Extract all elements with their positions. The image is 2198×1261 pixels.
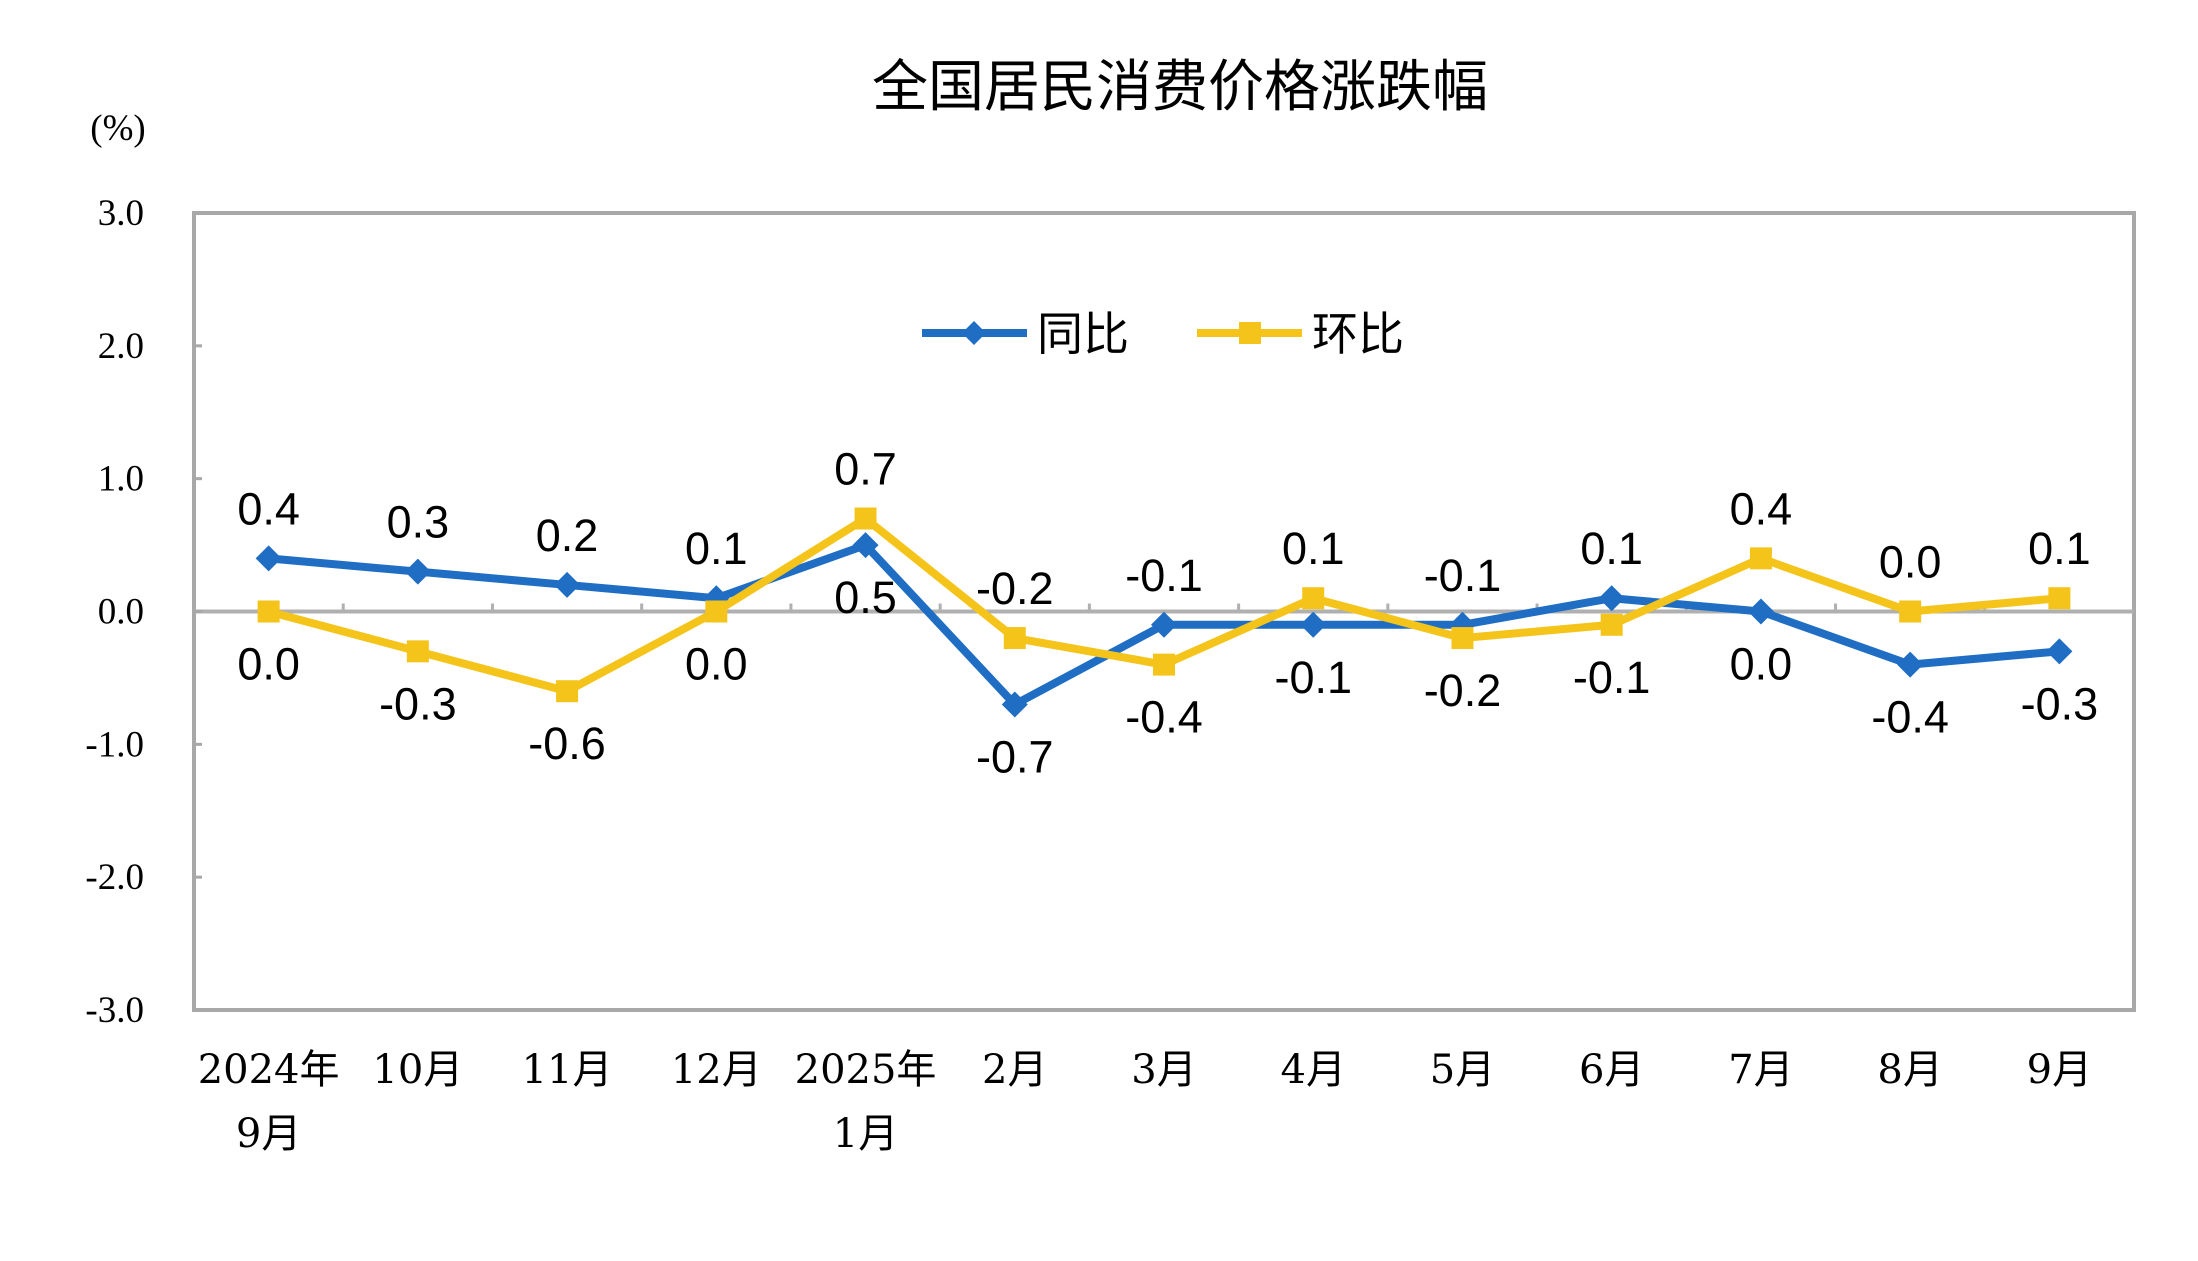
data-point-yoy — [1300, 611, 1327, 638]
data-point-mom — [1153, 653, 1175, 676]
data-point-yoy — [2046, 638, 2073, 665]
data-point-yoy — [852, 532, 879, 559]
data-label: 0.0 — [1730, 639, 1793, 690]
y-tick-label: 3.0 — [98, 193, 144, 234]
data-label: -0.1 — [1125, 550, 1203, 601]
data-label: 0.1 — [2028, 523, 2091, 574]
data-label: -0.1 — [1424, 550, 1502, 601]
data-label: 0.1 — [685, 523, 748, 574]
data-label: 0.1 — [1282, 523, 1345, 574]
data-point-yoy — [1151, 611, 1177, 638]
chart-title: 全国居民消费价格涨跌幅 — [872, 55, 1488, 120]
legend-label: 同比 — [1037, 307, 1129, 361]
data-label: 0.0 — [1879, 537, 1942, 588]
x-tick-label: 11月 — [522, 1047, 613, 1093]
legend-marker-diamond — [962, 321, 986, 345]
y-tick-label: -3.0 — [85, 990, 144, 1031]
x-tick-label: 4月 — [1281, 1047, 1346, 1093]
data-point-mom — [705, 600, 728, 623]
x-tick-label: 12月 — [671, 1047, 762, 1093]
data-label: 0.7 — [834, 444, 897, 495]
data-label: 0.4 — [237, 483, 300, 534]
data-point-mom — [257, 600, 280, 623]
data-point-mom — [854, 507, 877, 530]
data-label: -0.1 — [1274, 652, 1352, 703]
data-label: -0.3 — [379, 678, 457, 729]
legend-label: 环比 — [1312, 307, 1404, 361]
legend-marker-square — [1239, 322, 1261, 344]
x-tick-label: 2024年 — [198, 1047, 340, 1093]
data-label: 0.5 — [834, 572, 897, 623]
data-point-mom — [1899, 600, 1922, 623]
data-point-mom — [1003, 627, 1026, 650]
x-tick-label: 8月 — [1877, 1047, 1942, 1093]
data-label: -0.2 — [1424, 665, 1502, 716]
data-point-yoy — [1598, 585, 1625, 612]
data-label: 0.2 — [536, 510, 599, 561]
x-tick-label: 2月 — [982, 1047, 1047, 1093]
data-label: -0.3 — [2021, 678, 2099, 729]
y-tick-label: -2.0 — [85, 857, 144, 898]
data-label: -0.7 — [976, 731, 1054, 782]
data-point-yoy — [1001, 691, 1028, 718]
x-tick-label: 9月 — [236, 1111, 301, 1157]
data-point-mom — [1302, 587, 1325, 610]
data-label: -0.4 — [1871, 692, 1949, 743]
data-label: -0.6 — [528, 718, 606, 769]
y-tick-label: 1.0 — [98, 459, 144, 500]
data-label: -0.1 — [1573, 652, 1651, 703]
data-point-mom — [1600, 613, 1623, 636]
data-point-mom — [1451, 627, 1474, 650]
y-axis-unit: (%) — [90, 108, 145, 149]
x-tick-label: 1月 — [833, 1111, 898, 1157]
x-tick-label: 9月 — [2027, 1047, 2092, 1093]
data-label: 0.0 — [237, 639, 300, 690]
x-tick-label: 7月 — [1728, 1047, 1793, 1093]
x-tick-label: 5月 — [1430, 1047, 1495, 1093]
data-point-yoy — [1747, 598, 1774, 625]
x-tick-label: 3月 — [1131, 1047, 1196, 1093]
data-label: 0.0 — [685, 639, 748, 690]
data-label: -0.2 — [976, 563, 1054, 614]
data-label: -0.4 — [1125, 692, 1203, 743]
x-tick-label: 6月 — [1579, 1047, 1644, 1093]
data-label: 0.4 — [1730, 483, 1793, 534]
y-tick-label: 2.0 — [98, 326, 144, 367]
data-label: 0.3 — [387, 497, 450, 548]
data-point-yoy — [404, 558, 431, 585]
data-point-yoy — [1897, 651, 1924, 678]
data-point-mom — [406, 640, 429, 663]
x-tick-label: 10月 — [372, 1047, 463, 1093]
data-label: 0.1 — [1580, 523, 1643, 574]
data-point-mom — [2048, 587, 2071, 610]
data-point-mom — [556, 680, 579, 703]
legend: 同比 环比 — [922, 307, 1404, 361]
data-point-yoy — [554, 571, 581, 598]
data-point-mom — [1749, 547, 1772, 570]
x-tick-label: 2025年 — [795, 1047, 937, 1093]
y-tick-label: -1.0 — [85, 724, 144, 765]
y-tick-label: 0.0 — [98, 592, 144, 633]
data-point-yoy — [255, 545, 282, 572]
